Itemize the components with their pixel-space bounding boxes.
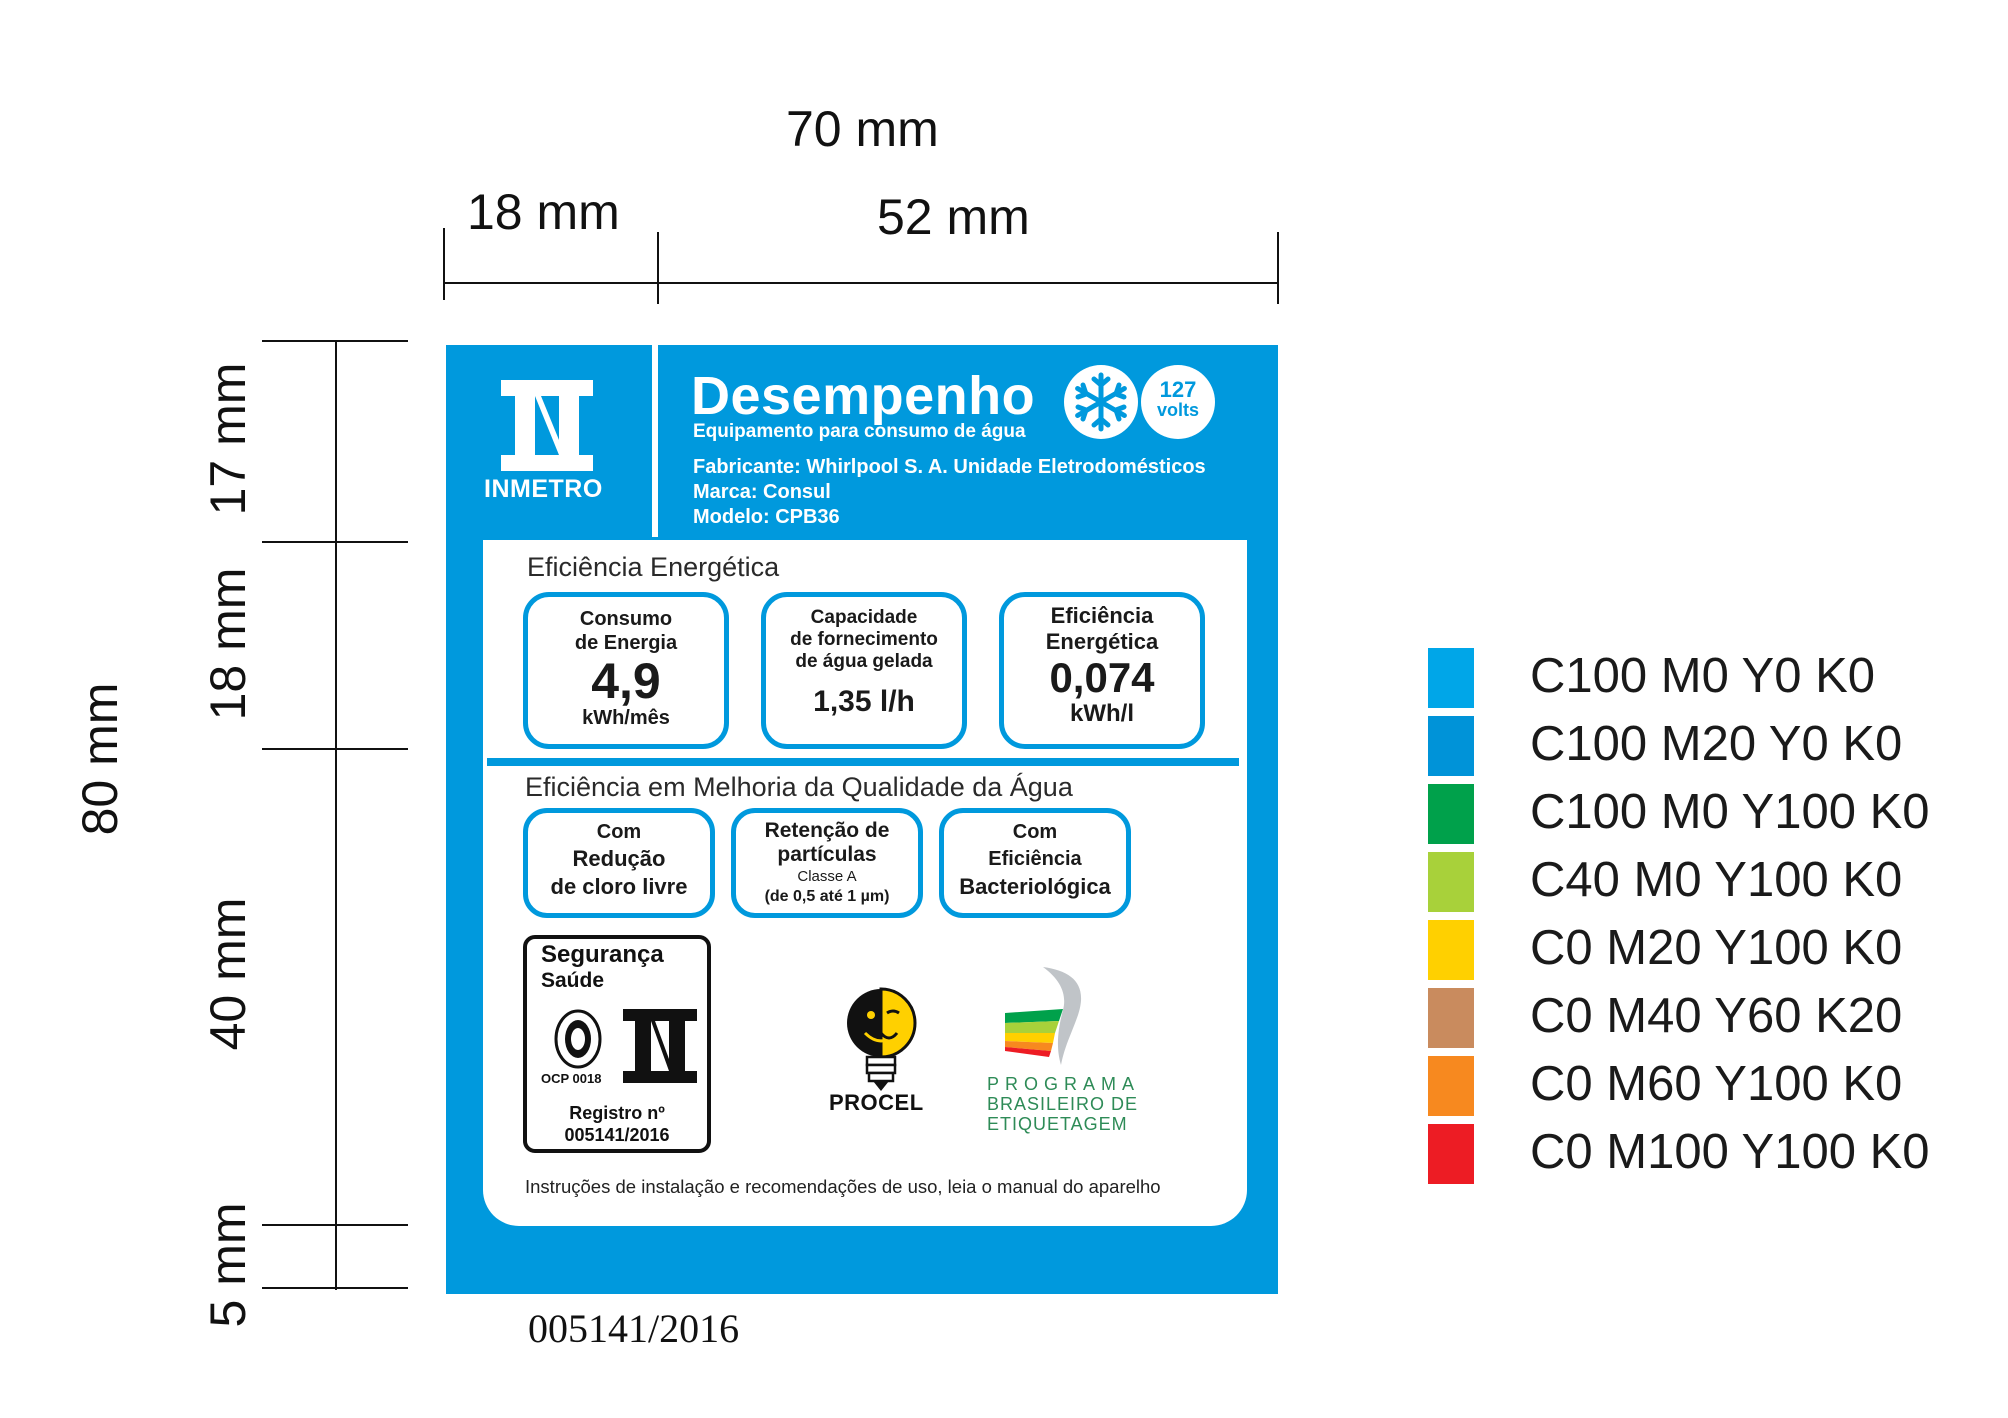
- cmyk-label: C0 M40 Y60 K20: [1530, 989, 1903, 1043]
- cmyk-label: C0 M100 Y100 K0: [1530, 1125, 1930, 1179]
- height-17-label: 17 mm: [200, 362, 256, 516]
- box-line: Com: [596, 821, 642, 843]
- box-line: Energética: [1045, 629, 1159, 654]
- safety-title-1: Segurança: [541, 941, 664, 968]
- manufacturer: Fabricante: Whirlpool S. A. Unidade Elet…: [693, 456, 1206, 478]
- inmetro-logo: [501, 380, 611, 480]
- energy-label: INMETRO Desempenho Equipamento para cons…: [446, 345, 1278, 1294]
- registration-serial: 005141/2016: [528, 1306, 740, 1351]
- inmetro-logo-icon: [501, 380, 593, 471]
- safety-seal: Segurança Saúde OCP 0018 Registro nº 005…: [523, 935, 711, 1153]
- registro-number: 005141/2016: [564, 1125, 670, 1145]
- swatch-green: [1428, 784, 1474, 844]
- inmetro-logo-text: INMETRO: [484, 475, 603, 503]
- cmyk-label: C0 M20 Y100 K0: [1530, 921, 1903, 975]
- box-line: de Energia: [574, 632, 678, 654]
- energy-efficiency-box: Eficiência Energética 0,074 kWh/l: [999, 592, 1205, 749]
- swatch-brown: [1428, 988, 1474, 1048]
- snowflake-icon: [1075, 372, 1127, 432]
- swatch-cyan: [1428, 648, 1474, 708]
- height-18-label: 18 mm: [200, 567, 256, 721]
- box-line: de fornecimento: [790, 629, 938, 650]
- box-line: Capacidade: [810, 607, 918, 628]
- section-divider: [487, 758, 1239, 766]
- cmyk-label: C100 M0 Y100 K0: [1530, 785, 1930, 839]
- box-line: Eficiência: [1050, 603, 1154, 628]
- bacteriological-efficiency-box: Com Eficiência Bacteriológica: [939, 808, 1131, 918]
- cmyk-label: C40 M0 Y100 K0: [1530, 853, 1903, 907]
- dim-tick-left: [443, 228, 445, 300]
- right-width-label: 52 mm: [877, 189, 1030, 245]
- dim-tick-top: [262, 340, 408, 342]
- swatch-orange: [1428, 1056, 1474, 1116]
- total-width-label: 70 mm: [786, 101, 939, 157]
- box-line: Classe A: [797, 868, 857, 885]
- product-info: Fabricante: Whirlpool S. A. Unidade Elet…: [693, 455, 1206, 530]
- procel-text: PROCEL: [829, 1090, 924, 1115]
- inmetro-seal-icon: [623, 1009, 697, 1083]
- voltage-unit: volts: [1156, 400, 1199, 420]
- cold-water-capacity-box: Capacidade de fornecimento de água gelad…: [761, 592, 967, 749]
- height-40-label: 40 mm: [200, 897, 256, 1051]
- registro-label: Registro nº: [569, 1103, 665, 1123]
- procel-bulb-icon: [847, 987, 917, 1091]
- dim-tick-40: [262, 1224, 408, 1226]
- cold-water-capacity-value: 1,35 l/h: [813, 685, 915, 718]
- energy-consumption-box: Consumo de Energia 4,9 kWh/mês: [523, 592, 729, 749]
- label-title: Desempenho: [691, 366, 1036, 426]
- cmyk-label: C0 M60 Y100 K0: [1530, 1057, 1903, 1111]
- box-line: Consumo: [579, 608, 673, 630]
- header-divider: [652, 345, 658, 537]
- energy-efficiency-unit: kWh/l: [1070, 700, 1134, 727]
- dim-tick-17: [262, 541, 408, 543]
- voltage-badge: 127 volts: [1141, 365, 1215, 439]
- swatch-blue: [1428, 716, 1474, 776]
- water-section-title: Eficiência em Melhoria da Qualidade da Á…: [525, 772, 1073, 802]
- particle-retention-box: Retenção de partículas Classe A (de 0,5 …: [731, 808, 923, 918]
- box-line: Retenção de: [764, 819, 890, 842]
- box-line: de água gelada: [795, 651, 933, 672]
- height-5-label: 5 mm: [200, 1202, 256, 1328]
- dim-tick-right: [1277, 232, 1279, 304]
- cmyk-label: C100 M0 Y0 K0: [1530, 649, 1876, 703]
- pbe-logo-icon: [1005, 967, 1082, 1065]
- ocp-code: OCP 0018: [541, 1071, 602, 1086]
- label-subtitle: Equipamento para consumo de água: [693, 421, 1026, 442]
- box-line: Bacteriológica: [959, 874, 1111, 899]
- instructions-text: Instruções de instalação e recomendações…: [525, 1176, 1161, 1197]
- brand: Marca: Consul: [693, 481, 831, 503]
- box-line: (de 0,5 até 1 µm): [764, 888, 890, 905]
- dim-tick-mid: [657, 232, 659, 304]
- box-line: Eficiência: [988, 848, 1082, 870]
- label-panel: Eficiência Energética Consumo de Energia…: [483, 540, 1247, 1226]
- swatch-yellow: [1428, 920, 1474, 980]
- chlorine-reduction-box: Com Redução de cloro livre: [523, 808, 715, 918]
- swatch-lime: [1428, 852, 1474, 912]
- pbe-line-3: ETIQUETAGEM: [987, 1114, 1128, 1134]
- box-line: Com: [1012, 821, 1058, 843]
- energy-consumption-unit: kWh/mês: [582, 707, 670, 729]
- energy-section-title: Eficiência Energética: [527, 552, 780, 582]
- total-height-label: 80 mm: [72, 682, 128, 836]
- energy-efficiency-value: 0,074: [1049, 654, 1155, 701]
- energy-consumption-value: 4,9: [591, 653, 661, 709]
- box-line: Redução: [572, 846, 666, 871]
- dim-tick-18: [262, 748, 408, 750]
- cold-water-badge: [1064, 365, 1138, 439]
- swatch-red: [1428, 1124, 1474, 1184]
- dim-tick-bottom: [262, 1287, 408, 1289]
- cmyk-label: C100 M20 Y0 K0: [1530, 717, 1903, 771]
- safety-title-2: Saúde: [541, 969, 605, 992]
- pbe-text: PROGRAMA BRASILEIRO DE ETIQUETAGEM: [987, 1074, 1140, 1134]
- box-line: de cloro livre: [550, 874, 688, 899]
- model: Modelo: CPB36: [693, 506, 840, 528]
- certification-badge-icon: [554, 1009, 602, 1069]
- pbe-line-1: PROGRAMA: [987, 1074, 1141, 1094]
- left-width-label: 18 mm: [467, 184, 620, 240]
- box-line: partículas: [777, 843, 877, 866]
- pbe-line-2: BRASILEIRO DE: [987, 1094, 1139, 1114]
- voltage-value: 127: [1159, 377, 1197, 402]
- dim-line-horizontal: [443, 282, 1279, 284]
- dim-line-vertical: [335, 340, 337, 1290]
